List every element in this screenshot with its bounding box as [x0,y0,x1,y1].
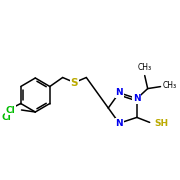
Text: CH₃: CH₃ [138,63,152,72]
Text: N: N [115,88,123,97]
Text: Cl: Cl [1,113,11,122]
Text: N: N [115,119,123,128]
Text: N: N [133,94,141,103]
Text: S: S [71,78,78,87]
Text: SH: SH [155,119,169,128]
Text: CH₃: CH₃ [163,81,177,90]
Text: Cl: Cl [6,105,16,114]
